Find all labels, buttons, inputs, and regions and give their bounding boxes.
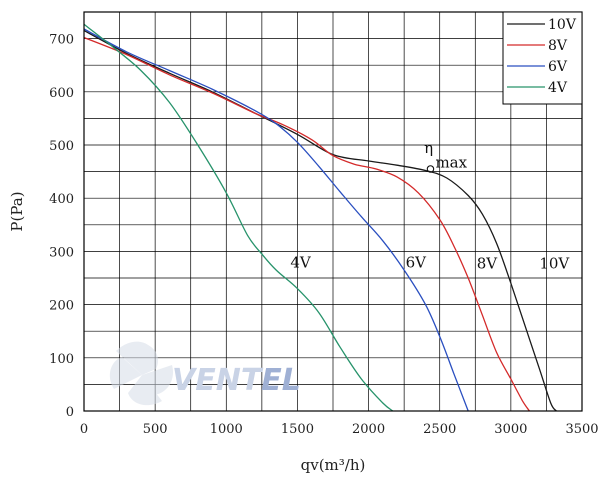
y-tick-label: 0 (66, 405, 74, 420)
y-tick-label: 200 (49, 299, 74, 314)
annotation-label: η (424, 139, 433, 157)
annotation-label: 4V (290, 253, 312, 271)
y-tick-label: 100 (49, 352, 74, 367)
series-line-6V (83, 28, 469, 412)
series-line-4V (83, 23, 394, 412)
eta-max-marker (426, 165, 435, 173)
legend-label-8V: 8V (548, 38, 568, 54)
series-group (83, 23, 557, 412)
x-tick-label: 1500 (281, 422, 314, 437)
x-tick-label: 0 (80, 422, 88, 437)
series-line-8V (83, 36, 530, 412)
axes: 0 500 1000 1500 2000 2500 3000 3500 0 100 200 300 40… (8, 11, 599, 474)
y-tick-label: 400 (49, 192, 74, 207)
grid (83, 11, 583, 412)
series-line-10V (83, 30, 557, 412)
legend-label-6V: 6V (548, 59, 568, 75)
x-tick-label: 3500 (565, 422, 598, 437)
x-tick-label: 2500 (423, 422, 456, 437)
y-tick-label: 500 (49, 139, 74, 154)
x-tick-label: 500 (143, 422, 168, 437)
legend-label-10V: 10V (548, 17, 577, 33)
annotation-label: 6V (406, 253, 428, 271)
x-tick-label: 3000 (494, 422, 527, 437)
plot-frame (83, 11, 583, 412)
x-axis-label: qv(m³/h) (301, 456, 366, 474)
annotation-label: 10V (539, 254, 570, 272)
annotation-label: 8V (477, 254, 499, 272)
y-tick-label: 600 (49, 86, 74, 101)
legend-label-4V: 4V (548, 80, 568, 96)
watermark-logo: VENTEL (109, 341, 301, 406)
y-axis-label: P(Pa) (8, 191, 26, 231)
x-tick-label: 2000 (352, 422, 385, 437)
watermark-text: VENTEL (172, 363, 301, 398)
y-tick-label: 300 (49, 245, 74, 260)
annotation-label: max (435, 153, 467, 171)
y-tick-label: 700 (49, 33, 74, 48)
legend-box (502, 11, 583, 105)
legend: 10V 8V 6V 4V (502, 11, 583, 105)
x-tick-label: 1000 (210, 422, 243, 437)
